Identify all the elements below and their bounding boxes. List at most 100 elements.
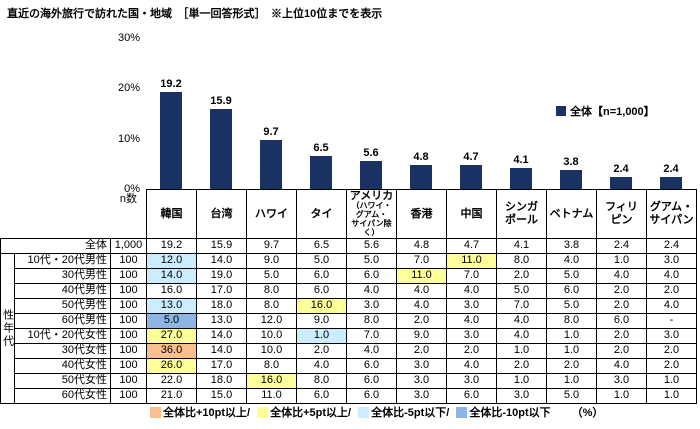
bar-column: 4.1: [496, 38, 546, 189]
data-cell: 10.0: [246, 327, 297, 344]
bar: [310, 156, 332, 189]
data-cell: 3.0: [446, 297, 497, 314]
row-label: 40代女性: [14, 357, 111, 374]
data-cell: 4.0: [396, 297, 447, 314]
data-cell: 2.0: [396, 312, 447, 329]
bar-column: 4.7: [446, 38, 496, 189]
bar-column: 15.9: [196, 38, 246, 189]
column-header: シンガ ポール: [496, 189, 547, 239]
data-cell: 4.0: [596, 357, 647, 374]
legend-swatch: [150, 406, 161, 418]
data-cell: 1.0: [646, 372, 697, 389]
bar-value-label: 4.8: [413, 150, 429, 163]
column-header: フィリ ピン: [596, 189, 647, 239]
data-cell: 13.0: [196, 312, 247, 329]
data-cell: 2.0: [396, 342, 447, 359]
legend-item-label: 全体比+5pt以上/: [270, 407, 352, 419]
bar-chart-plot-area: 19.2 15.9 9.7 6.5 5.6 4.8 4.7 4.1 3.8 2.4 2.4: [146, 38, 696, 189]
data-cell: 36.0: [146, 342, 197, 359]
data-cell: 6.0: [546, 282, 597, 299]
column-header-subnote: （ハワイ・ グアム・ サイパン除く）: [351, 201, 392, 237]
data-cell: 8.0: [296, 372, 347, 389]
data-cell: 21.0: [146, 387, 197, 404]
data-cell: 5.0: [546, 267, 597, 284]
n-count: 100: [110, 372, 147, 389]
bar: [360, 160, 382, 189]
data-cell: 3.0: [646, 327, 697, 344]
column-header: タイ: [296, 189, 347, 239]
column-header: ハワイ: [246, 189, 297, 239]
data-cell: 4.0: [546, 252, 597, 269]
data-cell: 2.0: [596, 282, 647, 299]
row-label: 50代女性: [14, 372, 111, 389]
data-cell: 6.0: [296, 387, 347, 404]
data-cell: 14.0: [196, 327, 247, 344]
data-cell: 17.0: [196, 282, 247, 299]
row-label: 60代女性: [14, 387, 111, 404]
column-header-label: 中国: [460, 207, 483, 220]
y-axis-tick-label: 10%: [117, 132, 140, 145]
data-cell: 6.0: [446, 387, 497, 404]
chart-legend: 全体【n=1,000】: [556, 103, 655, 119]
table-row: 40代男性 100 16.0 17.0 8.0 6.0 4.0 4.0 4.0 5.0 6.0 2.0…: [1, 282, 697, 299]
n-count: 100: [110, 267, 147, 284]
row-label: 10代・20代男性: [14, 252, 111, 269]
data-cell: 2.0: [546, 357, 597, 374]
bar-value-label: 4.1: [513, 154, 529, 167]
data-cell: 6.0: [346, 357, 397, 374]
bar-column: 6.5: [296, 38, 346, 189]
data-cell: 2.0: [646, 282, 697, 299]
bar-value-label: 4.7: [463, 151, 479, 164]
column-header: 韓国: [146, 189, 197, 239]
group-label: 性年代: [0, 252, 15, 404]
unit-label: （%）: [571, 407, 604, 419]
data-cell: 10.0: [246, 342, 297, 359]
data-cell: 3.0: [496, 387, 547, 404]
data-cell: 7.0: [496, 297, 547, 314]
data-cell: 2.0: [496, 357, 547, 374]
series-swatch: [556, 106, 566, 116]
data-cell: 6.0: [296, 267, 347, 284]
data-cell: 12.0: [146, 252, 197, 269]
data-cell: 4.0: [346, 282, 397, 299]
table-row: 30代男性 100 14.0 19.0 5.0 6.0 6.0 11.0 7.0 2.0 5.0 4.…: [1, 267, 697, 284]
data-cell: 27.0: [146, 327, 197, 344]
data-cell: 3.0: [446, 327, 497, 344]
data-cell: 3.8: [546, 237, 597, 254]
bar-column: 4.8: [396, 38, 446, 189]
data-cell: 8.0: [346, 312, 397, 329]
column-header-label: 韓国: [160, 207, 183, 220]
n-count: 100: [110, 297, 147, 314]
bar: [660, 176, 682, 189]
data-table: n数 韓国 台湾 ハワイ タイ アメリカ （ハワイ・ グアム・ サイパン除く） 香港 中国 シンガ…: [0, 189, 697, 404]
column-header-label: タイ: [310, 207, 333, 220]
n-count: 100: [110, 387, 147, 404]
data-cell: 3.0: [646, 252, 697, 269]
data-cell: 15.0: [196, 387, 247, 404]
column-header-label: ハワイ: [255, 207, 288, 220]
data-cell: 2.0: [646, 342, 697, 359]
data-cell: 22.0: [146, 372, 197, 389]
data-cell: 4.0: [646, 297, 697, 314]
legend-swatch: [257, 406, 269, 418]
bar-column: 5.6: [346, 38, 396, 189]
data-cell: 3.0: [346, 297, 397, 314]
data-cell: 9.0: [296, 312, 347, 329]
data-cell: 14.0: [146, 267, 197, 284]
bar-value-label: 19.2: [160, 78, 182, 91]
data-cell: 4.0: [296, 357, 347, 374]
n-count: 1,000: [110, 237, 147, 254]
data-cell: 6.0: [596, 312, 647, 329]
data-cell: 19.2: [146, 237, 197, 254]
data-cell: 5.0: [546, 387, 597, 404]
legend-item: 全体比+10pt以上/: [150, 404, 250, 420]
bar-column: 9.7: [246, 38, 296, 189]
column-header-label: 台湾: [210, 207, 233, 220]
data-cell: 2.0: [646, 357, 697, 374]
n-count: 100: [110, 357, 147, 374]
column-header: 台湾: [196, 189, 247, 239]
data-cell: -: [646, 312, 697, 329]
y-axis-tick-label: 20%: [117, 82, 140, 95]
data-cell: 1.0: [296, 327, 347, 344]
